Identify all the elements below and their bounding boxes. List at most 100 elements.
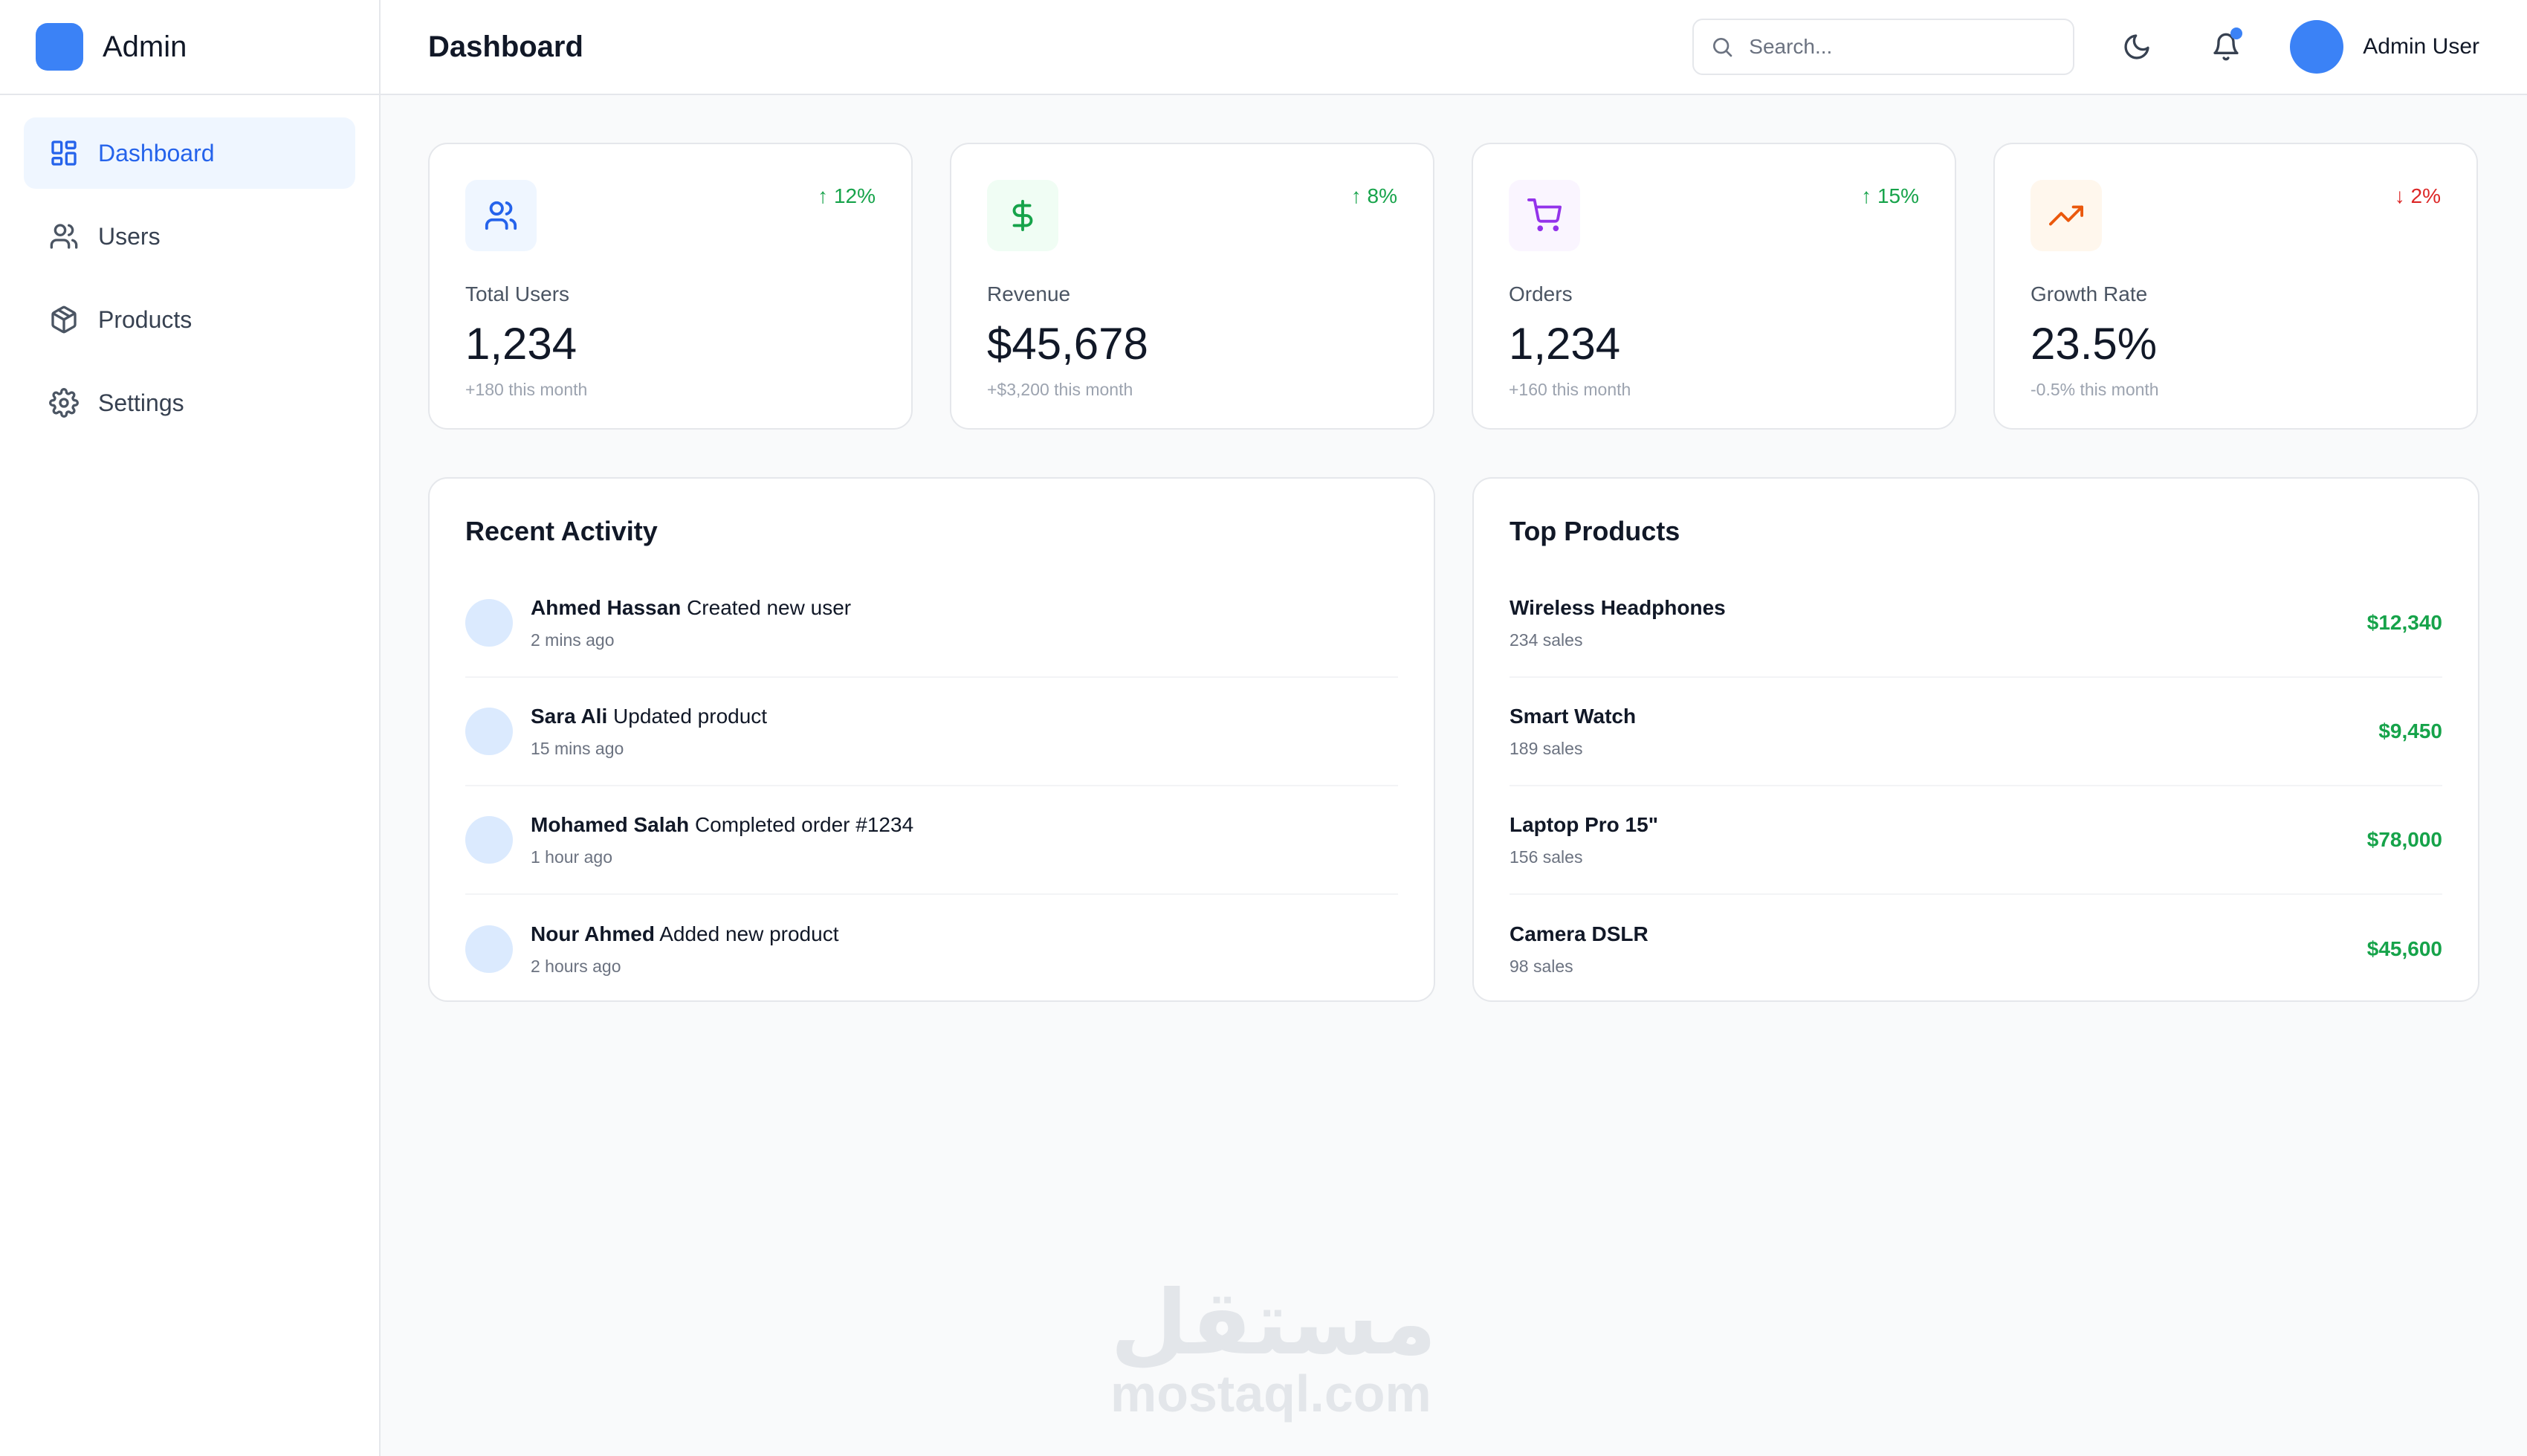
theme-toggle-button[interactable]: [2110, 20, 2164, 74]
moon-icon: [2122, 32, 2152, 62]
activity-time: 1 hour ago: [531, 847, 612, 867]
dollar-icon: [987, 180, 1058, 251]
sidebar-item-label: Users: [98, 222, 161, 250]
activity-avatar: [465, 925, 513, 973]
stat-value: 1,234: [1509, 319, 1621, 369]
activity-avatar: [465, 599, 513, 647]
brand-logo: [36, 23, 83, 71]
watermark-url: mostaql.com: [1110, 1365, 1431, 1423]
sidebar: Admin Dashboard: [0, 0, 381, 1456]
stat-value: $45,678: [987, 319, 1148, 369]
watermark-logo: مستقل: [1110, 1273, 1437, 1373]
stat-label: Revenue: [987, 282, 1071, 305]
stat-change: ↑ 15%: [1861, 184, 1919, 207]
activity-line: Sara Ali Updated product: [531, 705, 767, 728]
activity-avatar: [465, 816, 513, 864]
product-info: Laptop Pro 15" 156 sales: [1510, 813, 1658, 867]
stat-change: ↑ 8%: [1350, 184, 1397, 207]
activity-action: Added new product: [659, 922, 839, 945]
stat-value: 23.5%: [2031, 319, 2158, 369]
sidebar-item-label: Products: [98, 305, 192, 333]
top-products-panel: Top Products Wireless Headphones 234 sal…: [1472, 477, 2479, 1002]
stat-subtext: +180 this month: [465, 380, 588, 399]
cart-icon: [1509, 180, 1580, 251]
panel-title: Top Products: [1510, 516, 1680, 546]
panel-title: Recent Activity: [465, 516, 658, 546]
user-menu[interactable]: Admin User: [2290, 20, 2479, 74]
page-title: Dashboard: [428, 30, 583, 63]
search-icon: [1710, 35, 1734, 59]
users-icon: [49, 221, 98, 251]
activity-user: Mohamed Salah: [531, 812, 690, 836]
list-item[interactable]: Mohamed Salah Completed order #1234 1 ho…: [465, 786, 1398, 895]
main-content: ↑ 12% Total Users 1,234 +180 this month …: [428, 143, 2479, 1002]
user-name: Admin User: [2363, 34, 2479, 59]
stat-card-orders: ↑ 15% Orders 1,234 +160 this month: [1472, 143, 1956, 430]
list-item[interactable]: Ahmed Hassan Created new user 2 mins ago: [465, 569, 1398, 678]
stat-label: Growth Rate: [2031, 282, 2148, 305]
sidebar-item-label: Settings: [98, 389, 184, 416]
users-icon: [465, 180, 537, 251]
activity-time: 2 hours ago: [531, 956, 621, 976]
sidebar-item-products[interactable]: Products: [24, 284, 355, 355]
activity-time: 15 mins ago: [531, 738, 624, 758]
watermark: مستقل mostaql.com: [1110, 1273, 1437, 1423]
gear-icon: [49, 388, 98, 418]
avatar: [2290, 20, 2344, 74]
list-item[interactable]: Nour Ahmed Added new product 2 hours ago: [465, 895, 1398, 1003]
activity-text: Ahmed Hassan Created new user 2 mins ago: [531, 596, 851, 650]
search-box[interactable]: [1692, 19, 2075, 75]
activity-text: Mohamed Salah Completed order #1234 1 ho…: [531, 813, 913, 867]
list-item[interactable]: Sara Ali Updated product 15 mins ago: [465, 678, 1398, 786]
activity-time: 2 mins ago: [531, 630, 615, 650]
sidebar-item-users[interactable]: Users: [24, 201, 355, 272]
stat-card-revenue: ↑ 8% Revenue $45,678 +$3,200 this month: [950, 143, 1434, 430]
stat-subtext: +$3,200 this month: [987, 380, 1133, 399]
activity-line: Ahmed Hassan Created new user: [531, 596, 851, 620]
search-input[interactable]: [1749, 35, 2047, 59]
product-amount: $9,450: [2378, 719, 2442, 742]
product-sales: 189 sales: [1510, 738, 1583, 758]
table-row[interactable]: Laptop Pro 15" 156 sales $78,000: [1510, 786, 2442, 895]
product-sales: 234 sales: [1510, 630, 1583, 650]
stat-subtext: -0.5% this month: [2031, 380, 2159, 399]
notifications-button[interactable]: [2199, 20, 2253, 74]
product-name: Smart Watch: [1510, 704, 1637, 728]
header-actions: Admin User: [1692, 19, 2479, 75]
product-info: Smart Watch 189 sales: [1510, 705, 1636, 759]
activity-user: Ahmed Hassan: [531, 595, 682, 619]
sidebar-item-dashboard[interactable]: Dashboard: [24, 117, 355, 189]
stat-value: 1,234: [465, 319, 577, 369]
panels-row: Recent Activity Ahmed Hassan Created new…: [428, 477, 2479, 1002]
activity-avatar: [465, 708, 513, 755]
stats-row: ↑ 12% Total Users 1,234 +180 this month …: [428, 143, 2479, 430]
stat-change: ↓ 2%: [2394, 184, 2441, 207]
product-amount: $12,340: [2366, 611, 2442, 634]
table-row[interactable]: Smart Watch 189 sales $9,450: [1510, 678, 2442, 786]
box-icon: [49, 305, 98, 334]
stat-subtext: +160 this month: [1509, 380, 1631, 399]
activity-line: Mohamed Salah Completed order #1234: [531, 813, 913, 837]
product-name: Wireless Headphones: [1510, 595, 1726, 619]
activity-text: Nour Ahmed Added new product 2 hours ago: [531, 922, 838, 977]
activity-user: Sara Ali: [531, 704, 608, 728]
activity-text: Sara Ali Updated product 15 mins ago: [531, 705, 767, 759]
product-name: Laptop Pro 15": [1510, 812, 1658, 836]
table-row[interactable]: Camera DSLR 98 sales $45,600: [1510, 895, 2442, 1003]
product-info: Camera DSLR 98 sales: [1510, 922, 1648, 977]
activity-action: Completed order #1234: [694, 812, 914, 836]
activity-user: Nour Ahmed: [531, 922, 655, 945]
table-row[interactable]: Wireless Headphones 234 sales $12,340: [1510, 569, 2442, 678]
brand[interactable]: Admin: [0, 0, 379, 95]
product-info: Wireless Headphones 234 sales: [1510, 596, 1726, 650]
top-header: Dashboard: [381, 0, 2527, 95]
sidebar-item-settings[interactable]: Settings: [24, 367, 355, 439]
product-amount: $78,000: [2366, 828, 2442, 851]
stat-change: ↑ 12%: [818, 184, 876, 207]
sidebar-item-label: Dashboard: [98, 139, 215, 166]
activity-action: Updated product: [613, 704, 768, 728]
activity-line: Nour Ahmed Added new product: [531, 922, 838, 946]
dashboard-icon: [49, 138, 98, 168]
product-sales: 156 sales: [1510, 847, 1583, 867]
